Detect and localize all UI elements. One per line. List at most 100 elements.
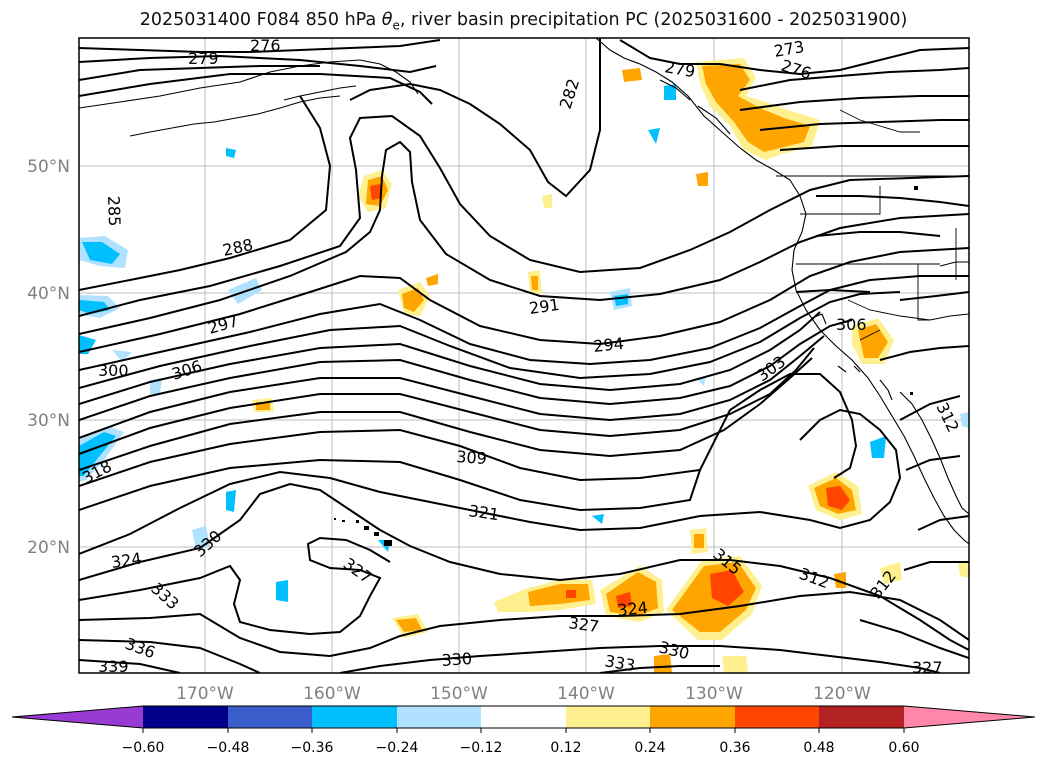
precip-region	[82, 242, 120, 264]
lon-label: 140°W	[557, 684, 615, 704]
precip-region	[226, 148, 236, 158]
contour-label: 333	[603, 651, 636, 675]
colorbar-tick-label: 0.12	[550, 740, 581, 756]
lat-label: 30°N	[27, 411, 70, 431]
precip-region	[402, 288, 424, 312]
contour-label: 339	[98, 657, 129, 676]
contour-label: 282	[556, 76, 584, 111]
precip-region	[112, 350, 132, 362]
contour-label: 327	[912, 658, 943, 677]
colorbar-segment	[228, 706, 312, 728]
colorbar-tick-label: −0.48	[207, 740, 250, 756]
contour-label: 300	[98, 361, 129, 380]
precip-region	[370, 184, 382, 200]
lon-label: 150°W	[430, 684, 488, 704]
contour-label: 276	[250, 36, 281, 55]
colorbar-tick-label: 0.60	[888, 740, 919, 756]
precip-region	[616, 592, 632, 608]
precip-region	[542, 194, 552, 208]
colorbar-tick-label: 0.36	[719, 740, 750, 756]
precip-region	[426, 274, 438, 286]
contour-label: 306	[836, 315, 867, 334]
colorbar-segment	[904, 706, 1035, 728]
precip-region	[79, 335, 96, 354]
colorbar-tick-label: −0.36	[291, 740, 334, 756]
contour-label: 291	[528, 295, 561, 318]
lat-label: 50°N	[27, 157, 70, 177]
contour-label: 321	[467, 501, 500, 524]
colorbar-tick-label: −0.24	[376, 740, 419, 756]
colorbar-tick-label: 0.24	[634, 740, 665, 756]
contour-label: 327	[567, 613, 600, 636]
contour-label: 279	[663, 57, 696, 81]
precip-region	[722, 656, 748, 673]
contour-label: 333	[147, 579, 182, 614]
lon-label: 170°W	[176, 684, 234, 704]
colorbar-ticks	[142, 728, 905, 733]
contour-label: 297	[206, 311, 241, 338]
precip-region	[710, 570, 744, 606]
contour-label: 312	[932, 399, 962, 435]
precip-region	[614, 294, 628, 306]
colorbar-segment	[566, 706, 650, 728]
contour-label: 276	[779, 56, 814, 84]
colorbar: −0.60 −0.48 −0.36 −0.24 −0.12 0.12 0.24 …	[11, 705, 1036, 756]
precip-region	[958, 560, 969, 578]
precip-region	[622, 68, 642, 82]
colorbar-tick-label: 0.48	[803, 740, 834, 756]
precip-region	[694, 534, 704, 548]
precip-region	[226, 490, 236, 512]
islands	[334, 186, 918, 546]
precip-region	[276, 580, 288, 602]
precip-region	[834, 572, 846, 588]
contour-label: 327	[340, 554, 376, 587]
colorbar-segment	[819, 706, 904, 728]
theta-e-contours	[79, 38, 969, 673]
colorbar-segment	[481, 706, 566, 728]
precip-region	[870, 436, 886, 458]
longitude-labels: 170°W 160°W 150°W 140°W 130°W 120°W	[176, 684, 871, 704]
contour-label: 273	[772, 37, 805, 61]
precip-region	[648, 128, 660, 144]
precip-region	[531, 276, 538, 290]
contour-label: 330	[441, 649, 473, 670]
precipitation-shading	[79, 58, 969, 673]
precip-region	[654, 654, 672, 673]
contour-label: 306	[169, 356, 204, 384]
colorbar-segment	[312, 706, 397, 728]
contour-label: 288	[221, 235, 255, 260]
contour-labels: 279 276 273 276 279 282 285 288 291 294 …	[79, 36, 963, 677]
precip-region	[826, 486, 850, 510]
precip-region	[880, 562, 902, 584]
precip-region	[528, 584, 590, 606]
colorbar-segment	[735, 706, 819, 728]
lat-label: 20°N	[27, 538, 70, 558]
lon-label: 160°W	[303, 684, 361, 704]
contour-label: 324	[616, 598, 648, 620]
precip-region	[664, 84, 676, 100]
precip-region	[696, 172, 708, 186]
map-frame	[78, 37, 970, 674]
lat-label: 40°N	[27, 284, 70, 304]
contour-label: 324	[110, 549, 143, 572]
map-title: 2025031400 F084 850 hPa θe, river basin …	[139, 10, 908, 33]
contour-label: 279	[188, 49, 219, 68]
colorbar-segment	[397, 706, 481, 728]
colorbar-segment	[650, 706, 735, 728]
precip-region	[396, 618, 422, 632]
latitude-labels: 50°N 40°N 30°N 20°N	[27, 157, 70, 558]
precip-region	[592, 514, 604, 524]
precip-region	[858, 324, 888, 358]
lon-label: 120°W	[813, 684, 871, 704]
lon-label: 130°W	[685, 684, 743, 704]
contour-label: 312	[797, 564, 832, 592]
precip-region	[960, 412, 969, 428]
colorbar-segment	[143, 706, 228, 728]
colorbar-tick-label: −0.60	[122, 740, 165, 756]
colorbar-segment	[12, 706, 143, 728]
contour-label: 309	[456, 447, 488, 468]
precip-region	[566, 590, 576, 598]
contour-label: 294	[592, 334, 624, 356]
political-boundaries	[776, 109, 969, 341]
